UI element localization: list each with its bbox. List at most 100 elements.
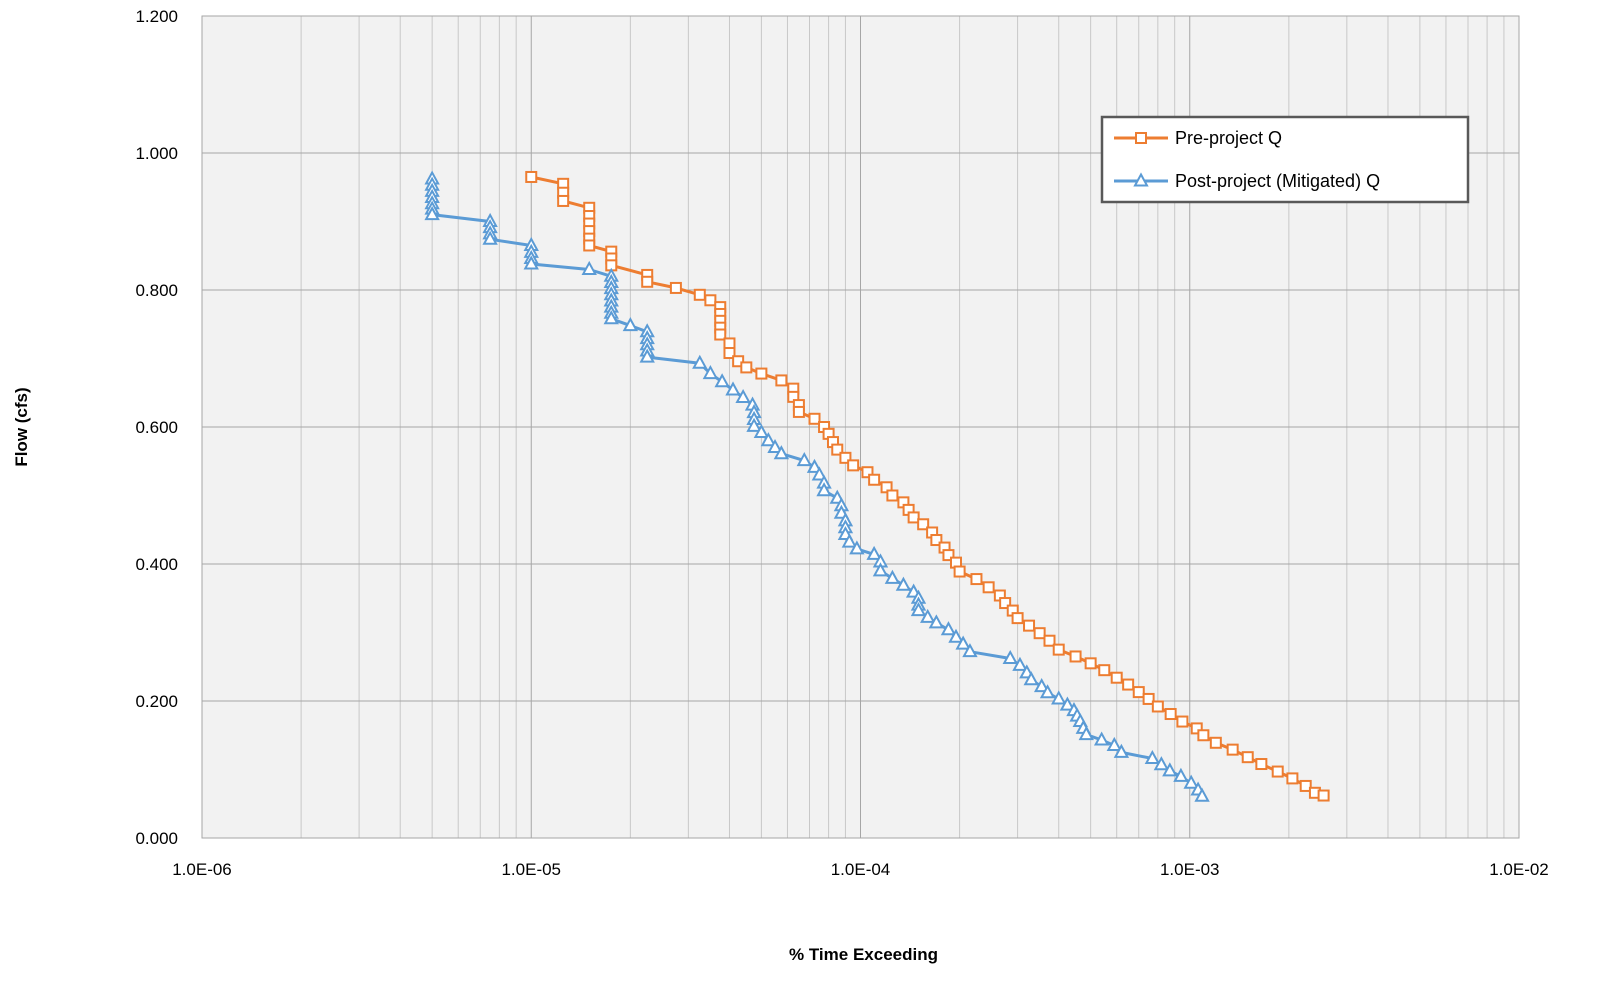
x-axis-title: % Time Exceeding bbox=[789, 945, 938, 964]
data-point bbox=[1059, 696, 1076, 711]
data-point bbox=[1002, 649, 1018, 665]
data-point bbox=[1078, 725, 1094, 741]
data-point bbox=[714, 373, 730, 388]
data-point bbox=[1255, 758, 1268, 771]
data-point bbox=[702, 364, 719, 380]
data-point bbox=[1190, 722, 1203, 735]
y-tick-label: 1.000 bbox=[135, 144, 178, 163]
x-tick-label: 1.0E-03 bbox=[1160, 860, 1220, 879]
legend-marker bbox=[1135, 132, 1147, 144]
data-point bbox=[740, 361, 753, 374]
data-point bbox=[839, 451, 852, 464]
data-point bbox=[917, 518, 930, 531]
data-point bbox=[1122, 678, 1135, 691]
data-point bbox=[948, 628, 964, 643]
data-point bbox=[1093, 731, 1110, 746]
data-point bbox=[482, 230, 498, 245]
data-point bbox=[1197, 729, 1210, 742]
data-point bbox=[940, 621, 957, 636]
data-point bbox=[1132, 686, 1145, 699]
data-point bbox=[1317, 789, 1330, 802]
data-point bbox=[1153, 756, 1170, 771]
data-point bbox=[796, 451, 812, 467]
data-point bbox=[910, 601, 927, 617]
data-point bbox=[1033, 678, 1050, 693]
data-point bbox=[760, 432, 777, 447]
data-point bbox=[581, 260, 597, 275]
data-point bbox=[962, 643, 978, 658]
data-point bbox=[767, 438, 783, 454]
data-point bbox=[725, 381, 741, 396]
data-point bbox=[1183, 774, 1199, 789]
data-point bbox=[669, 281, 682, 294]
data-point bbox=[1106, 736, 1122, 752]
data-point bbox=[872, 562, 889, 577]
data-point bbox=[753, 423, 770, 438]
data-point bbox=[735, 388, 751, 404]
data-point bbox=[1271, 765, 1284, 778]
data-point bbox=[732, 355, 745, 368]
y-tick-label: 0.600 bbox=[135, 418, 178, 437]
data-point bbox=[999, 597, 1012, 610]
data-point bbox=[847, 459, 860, 472]
data-point bbox=[692, 354, 708, 369]
x-tick-label: 1.0E-04 bbox=[831, 860, 891, 879]
legend: Pre-project Q Post-project (Mitigated) Q bbox=[1100, 115, 1470, 204]
data-point bbox=[806, 458, 823, 473]
data-point bbox=[1098, 664, 1111, 677]
data-point bbox=[1012, 656, 1028, 671]
data-point bbox=[955, 635, 971, 650]
data-point bbox=[603, 310, 619, 325]
y-tick-label: 1.200 bbox=[135, 7, 178, 26]
data-point bbox=[1209, 736, 1222, 749]
data-point bbox=[831, 443, 844, 456]
data-point bbox=[1142, 692, 1155, 705]
data-point bbox=[1144, 749, 1161, 765]
data-point bbox=[1084, 657, 1097, 670]
data-point bbox=[523, 255, 539, 270]
data-point bbox=[1151, 700, 1164, 713]
x-tick-label: 1.0E-02 bbox=[1489, 860, 1549, 879]
x-tick-label: 1.0E-05 bbox=[501, 860, 561, 879]
data-point bbox=[557, 194, 570, 207]
data-point bbox=[930, 534, 943, 547]
data-point bbox=[1011, 612, 1024, 625]
data-point bbox=[1033, 627, 1046, 640]
data-point bbox=[1176, 715, 1189, 728]
data-point bbox=[755, 367, 768, 380]
data-point bbox=[886, 489, 899, 502]
data-point bbox=[714, 328, 727, 341]
data-point bbox=[861, 466, 874, 479]
data-point bbox=[1052, 643, 1065, 656]
y-axis-tick-labels: 0.000 0.200 0.400 0.600 0.800 1.000 1.200 bbox=[135, 7, 178, 848]
data-point bbox=[849, 540, 865, 555]
data-point bbox=[920, 608, 936, 623]
data-point bbox=[424, 206, 440, 221]
y-tick-label: 0.800 bbox=[135, 281, 178, 300]
data-point bbox=[982, 581, 995, 594]
data-point bbox=[704, 294, 717, 307]
data-point bbox=[816, 482, 832, 497]
data-point bbox=[942, 549, 955, 562]
data-point bbox=[583, 239, 596, 252]
data-point bbox=[792, 405, 805, 418]
data-point bbox=[1110, 671, 1123, 684]
data-point bbox=[811, 466, 828, 481]
data-point bbox=[928, 614, 945, 629]
data-point bbox=[808, 412, 821, 425]
data-point bbox=[746, 417, 762, 432]
data-point bbox=[639, 348, 655, 363]
series-group bbox=[424, 170, 1210, 802]
y-axis-title: Flow (cfs) bbox=[12, 387, 31, 466]
legend-marker bbox=[1133, 172, 1149, 187]
data-point bbox=[866, 545, 882, 560]
data-point bbox=[884, 569, 901, 584]
data-point bbox=[723, 337, 736, 350]
data-point bbox=[1241, 751, 1254, 764]
data-point bbox=[970, 573, 983, 586]
data-point bbox=[1299, 779, 1312, 792]
data-point bbox=[1194, 787, 1210, 802]
data-point bbox=[1286, 772, 1299, 785]
series-layer bbox=[424, 170, 1330, 802]
